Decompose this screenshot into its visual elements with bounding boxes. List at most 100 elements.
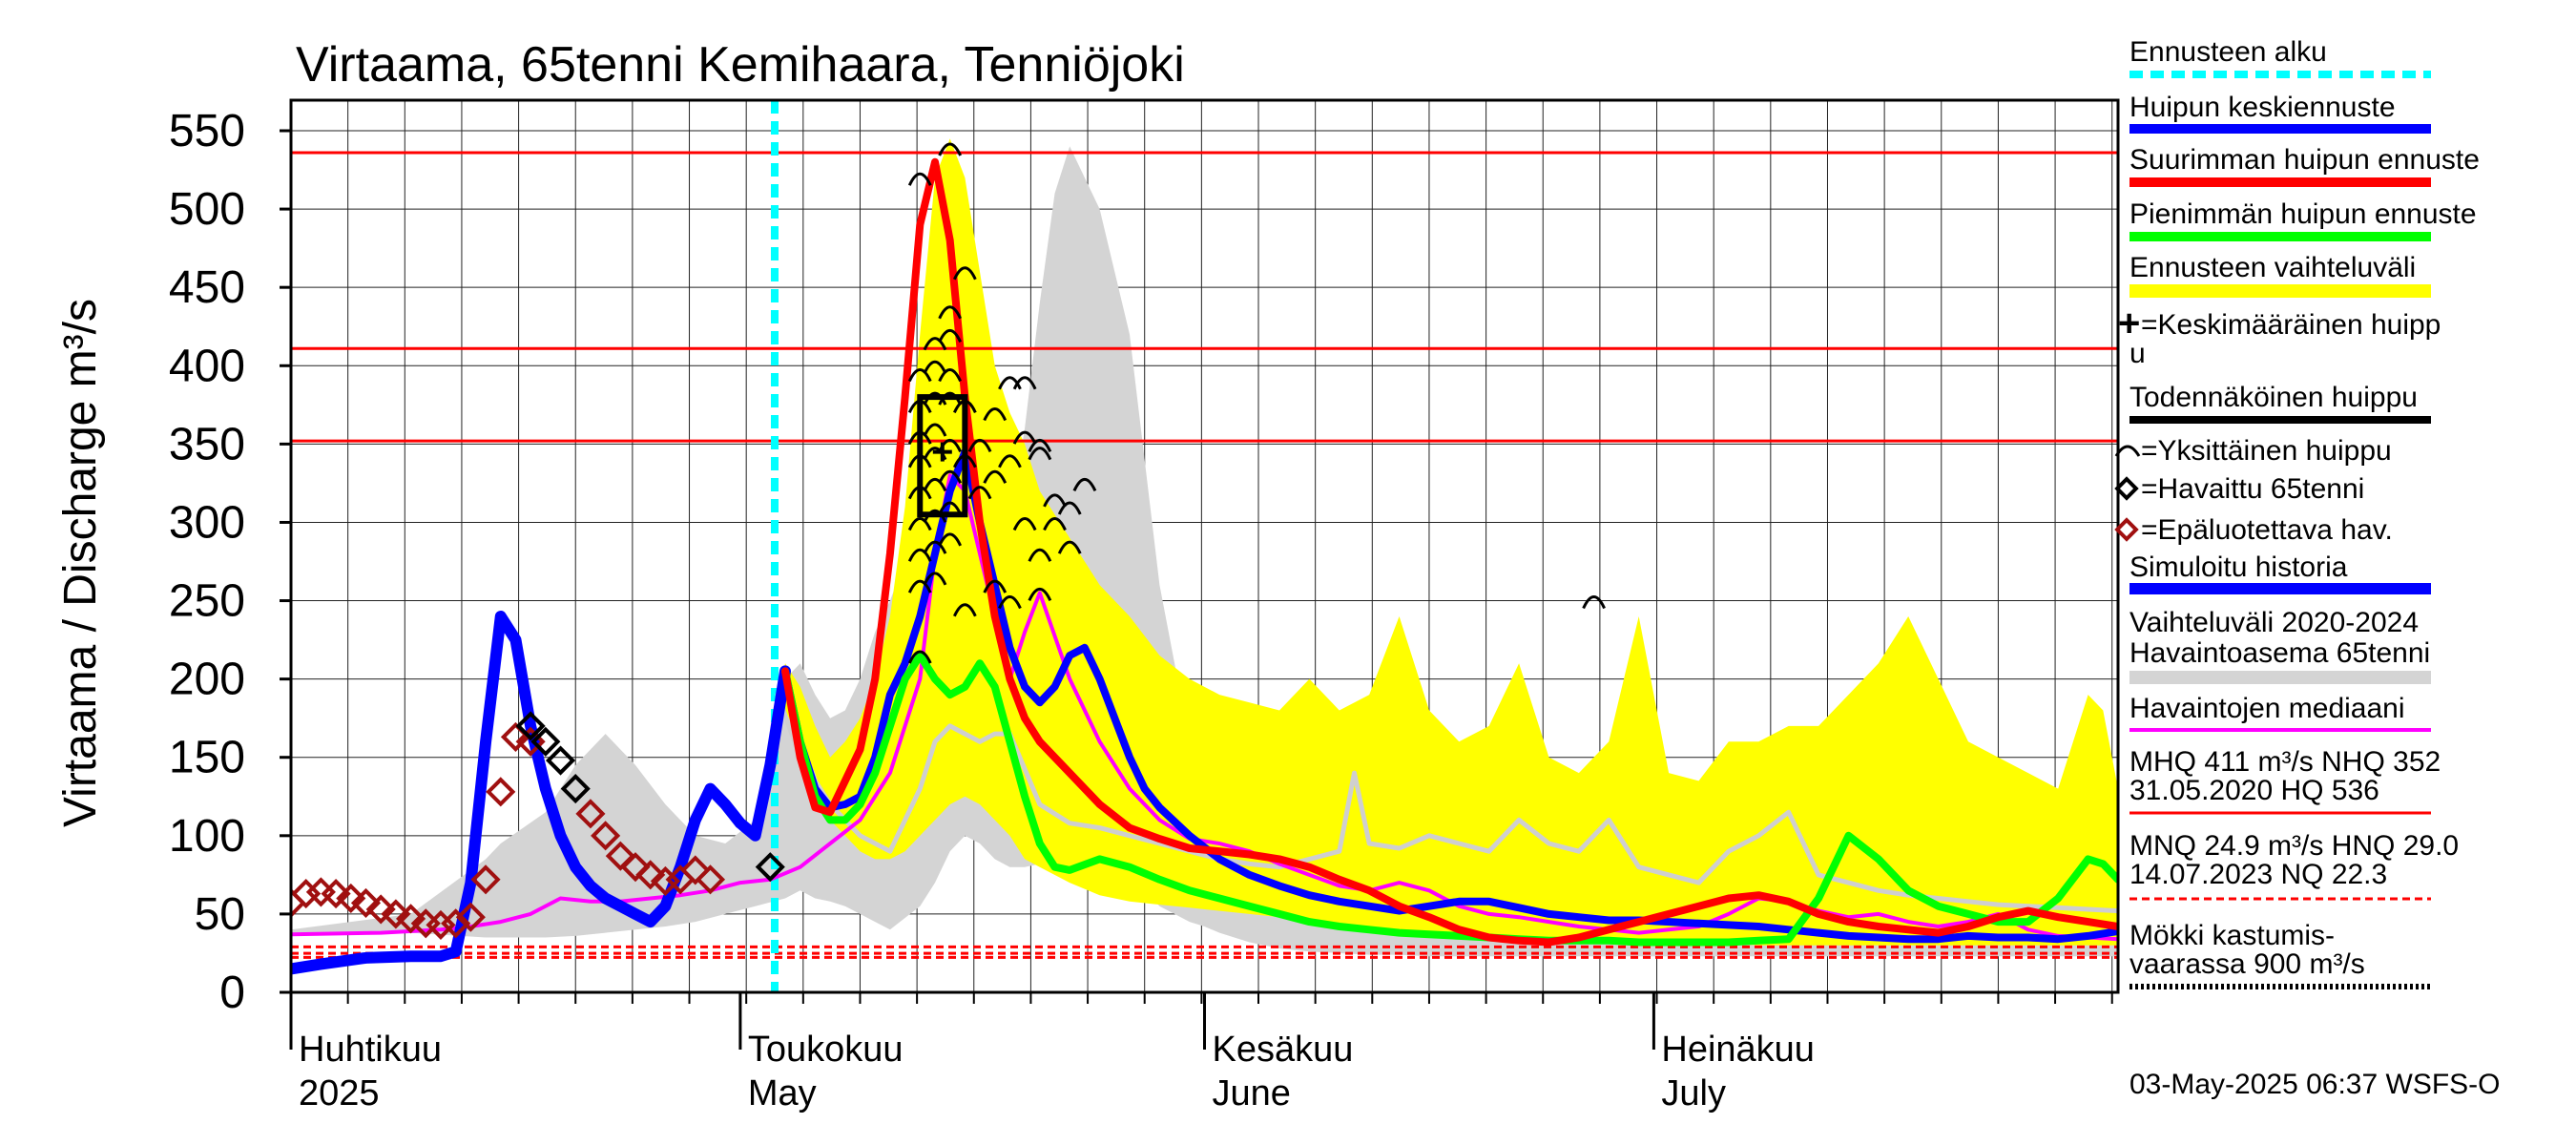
y-tick-label: 50 — [195, 889, 245, 940]
peak-marker — [923, 477, 947, 492]
plot-area — [291, 100, 2118, 992]
y-tick-label: 250 — [169, 576, 245, 627]
x-month-label-fi: Kesäkuu — [1213, 1030, 1354, 1070]
peak-marker — [923, 337, 947, 351]
peak-marker — [1043, 493, 1067, 508]
series-lines — [291, 157, 2118, 975]
unreliable-obs-marker — [591, 821, 621, 851]
legend-suurimman-label: Suurimman huipun ennuste — [2129, 144, 2480, 176]
unreliable-obs-marker — [486, 777, 516, 807]
legend-keskimaarainen-label-2: u — [2129, 338, 2146, 369]
observed-marker — [755, 852, 785, 883]
x-month-label-en: 2025 — [299, 1073, 380, 1114]
peak-marker — [1028, 548, 1052, 562]
legend-keskimaarainen-label: =Keskimääräinen huipp — [2141, 309, 2441, 341]
peak-marker — [907, 172, 932, 186]
y-tick-label: 400 — [169, 341, 245, 391]
legend-mokki-label: Mökki kastumis- — [2129, 920, 2335, 951]
series-pienimm-n-huipun-ennuste — [781, 652, 2118, 947]
observed-marker — [530, 726, 561, 757]
legend: Ennusteen alku Huipun keskiennuste Suuri… — [2114, 36, 2480, 989]
legend-mokki-label-2: vaarassa 900 m³/s — [2129, 948, 2365, 980]
peak-marker — [907, 368, 932, 383]
unreliable-obs-marker — [470, 864, 501, 895]
y-tick-label: 100 — [169, 811, 245, 862]
peak-marker — [1057, 540, 1082, 554]
x-month-label-en: June — [1213, 1073, 1291, 1114]
unreliable-obs-marker — [635, 860, 666, 890]
peak-marker — [1028, 587, 1052, 601]
legend-vaihtelu-hist-label-2: Havaintoasema 65tenni — [2129, 637, 2430, 669]
legend-vaihteluvali-swatch — [2129, 284, 2431, 298]
legend-mediaani-label: Havaintojen mediaani — [2129, 693, 2405, 724]
peak-marker — [1012, 376, 1037, 390]
x-month-label-fi: Toukokuu — [748, 1030, 904, 1070]
peak-marker — [938, 142, 963, 156]
peak-marker — [952, 603, 977, 617]
observed-marker — [560, 774, 591, 804]
series-simuloitu-historia — [291, 611, 791, 975]
chart-title: Virtaama, 65tenni Kemihaara, Tenniöjoki — [296, 37, 1185, 93]
peak-marker — [983, 469, 1008, 484]
peak-marker — [998, 376, 1022, 390]
band-ennusteen-vaihteluv-li — [778, 138, 2118, 946]
peak-marker — [923, 509, 947, 523]
peak-marker — [967, 438, 992, 453]
y-axis-ticks: 0 50 100 150 200 250 300 350 400 450 500 550 — [169, 106, 291, 1018]
legend-yksittainen-icon — [2114, 445, 2141, 457]
peak-marker — [907, 579, 932, 593]
series-suurimman-huipun-ennuste — [781, 157, 2118, 947]
unreliable-obs-marker — [515, 726, 546, 757]
y-tick-label: 450 — [169, 262, 245, 313]
legend-havaittu-label: =Havaittu 65tenni — [2141, 473, 2364, 505]
peak-marker — [998, 595, 1022, 610]
peak-marker — [923, 540, 947, 554]
reference-lines — [291, 100, 2118, 992]
legend-havaittu-icon — [2114, 476, 2139, 501]
y-tick-label: 500 — [169, 184, 245, 235]
peak-marker — [1582, 595, 1606, 610]
y-tick-label: 300 — [169, 497, 245, 548]
unreliable-obs-marker — [455, 902, 486, 932]
legend-stats2-line1: MNQ 24.9 m³/s HNQ 29.0 — [2129, 830, 2459, 862]
x-month-label-fi: Huhtikuu — [299, 1030, 442, 1070]
peak-marker — [1057, 501, 1082, 515]
peak-marker — [923, 423, 947, 437]
legend-vaihteluvali-label: Ennusteen vaihteluväli — [2129, 252, 2416, 283]
legend-stats1-line1: MHQ 411 m³/s NHQ 352 — [2129, 746, 2441, 778]
peak-marker — [967, 486, 992, 500]
series-vaihteluv-li-upper-line — [775, 692, 2118, 914]
peak-marker — [907, 650, 932, 664]
peak-marker — [952, 266, 977, 281]
y-tick-label: 550 — [169, 106, 245, 156]
legend-huipun-keskiennuste-label: Huipun keskiennuste — [2129, 92, 2396, 123]
peak-marker — [983, 407, 1008, 422]
timestamp-footer: 03-May-2025 06:37 WSFS-O — [2129, 1069, 2501, 1100]
legend-yksittainen-label: =Yksittäinen huippu — [2141, 435, 2392, 467]
peak-marker — [938, 391, 963, 406]
legend-todennakoinen-label: Todennäköinen huippu — [2129, 382, 2418, 413]
peak-marker — [998, 454, 1022, 468]
peak-marker — [907, 517, 932, 531]
y-tick-label: 150 — [169, 733, 245, 783]
x-month-label-fi: Heinäkuu — [1661, 1030, 1815, 1070]
peak-marker — [983, 579, 1008, 593]
legend-epaluotettava-icon — [2114, 517, 2139, 542]
unreliable-obs-marker — [695, 864, 726, 895]
peak-marker — [1043, 517, 1067, 531]
legend-epaluotettava-label: =Epäluotettava hav. — [2141, 514, 2393, 546]
peak-marker — [1012, 430, 1037, 445]
y-tick-label: 0 — [219, 968, 245, 1018]
peak-marker — [938, 368, 963, 383]
peak-marker — [938, 305, 963, 320]
legend-vaihtelu-hist-swatch — [2129, 671, 2431, 684]
y-tick-label: 350 — [169, 419, 245, 469]
peak-marker — [923, 391, 947, 406]
legend-ennusteen-alku-label: Ennusteen alku — [2129, 36, 2327, 68]
peak-marker — [1072, 477, 1097, 492]
observed-marker — [515, 711, 546, 741]
observed-marker — [545, 745, 576, 776]
peak-marker — [1012, 517, 1037, 531]
